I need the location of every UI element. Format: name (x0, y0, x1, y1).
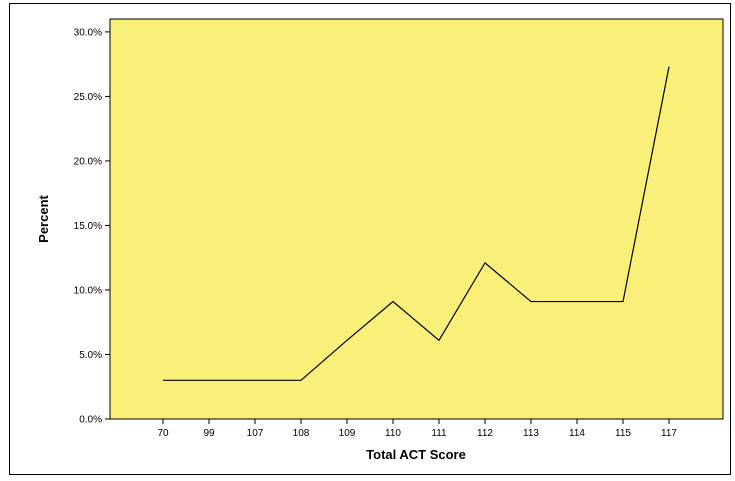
series-line (163, 66, 670, 381)
y-tick-label: 30.0% (74, 27, 102, 38)
x-tick-label: 108 (293, 428, 310, 439)
y-axis: 0.0% 5.0% 10.0% 15.0% 20.0% 25.0% 30.0% (74, 27, 110, 426)
y-tick-label: 15.0% (74, 221, 102, 232)
x-tick-label: 115 (615, 428, 631, 439)
y-tick-label: 25.0% (74, 92, 102, 103)
x-tick-label: 109 (339, 428, 356, 439)
y-tick-label: 10.0% (74, 285, 102, 296)
x-axis: 70 99 107 108 109 110 111 112 113 114 115 117 (157, 419, 677, 439)
x-tick-label: 114 (569, 428, 585, 439)
plot-area (109, 18, 724, 420)
x-tick-label: 110 (385, 428, 401, 439)
x-tick-label: 99 (203, 428, 215, 439)
x-tick-label: 117 (661, 428, 677, 439)
x-tick-label: 111 (431, 428, 447, 439)
x-tick-label: 112 (477, 428, 493, 439)
x-tick-label: 113 (523, 428, 539, 439)
x-tick-label: 70 (157, 428, 169, 439)
line-chart: 0.0% 5.0% 10.0% 15.0% 20.0% 25.0% 30.0% 70 99 10… (36, 18, 724, 462)
x-axis-title: Total ACT Score (366, 447, 466, 462)
y-axis-title: Percent (36, 194, 51, 242)
y-tick-label: 0.0% (79, 415, 102, 426)
x-tick-label: 107 (247, 428, 264, 439)
chart-frame: 0.0% 5.0% 10.0% 15.0% 20.0% 25.0% 30.0% 70 99 10… (9, 3, 731, 475)
y-tick-label: 5.0% (79, 350, 102, 361)
y-tick-label: 20.0% (74, 156, 102, 167)
